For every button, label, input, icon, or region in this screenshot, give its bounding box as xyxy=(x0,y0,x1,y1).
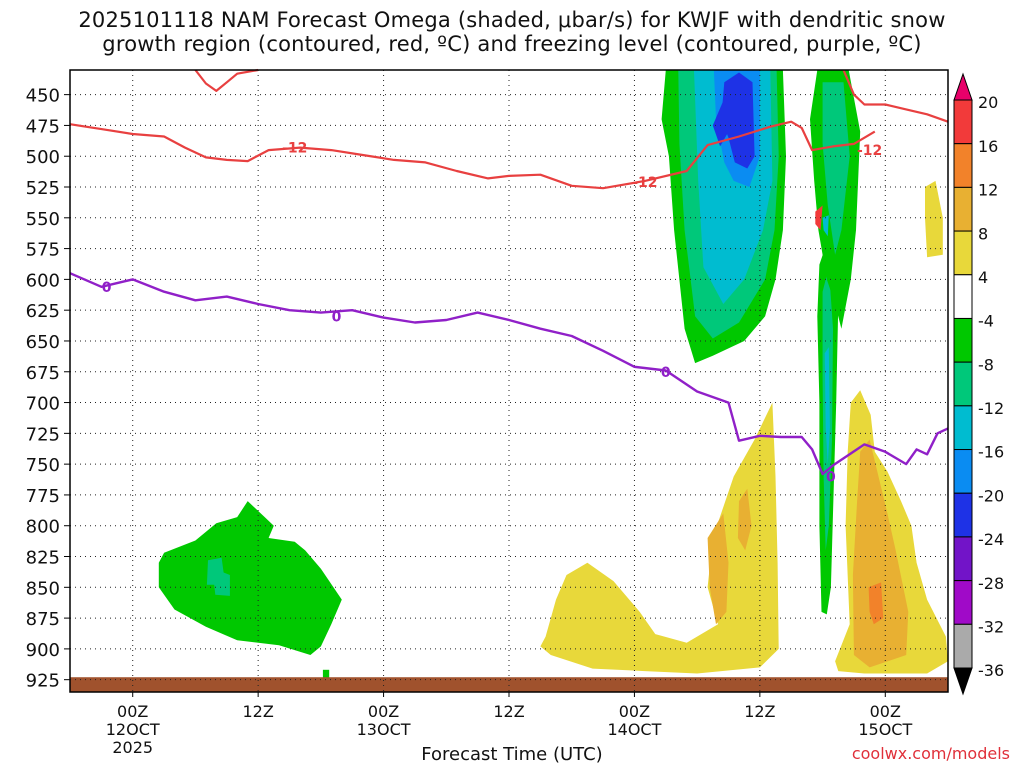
colorbar-label: -12 xyxy=(978,399,1004,418)
omega-region-yellow-4 xyxy=(852,439,909,668)
y-tick-label: 900 xyxy=(26,640,60,661)
colorbar-bin xyxy=(953,623,973,669)
y-tick-label: 625 xyxy=(26,301,60,322)
x-tick-label: 00Z xyxy=(870,702,901,721)
watermark: coolwx.com/models xyxy=(851,744,1010,763)
x-tick-label: 00Z xyxy=(619,702,650,721)
y-tick-label: 800 xyxy=(26,517,60,538)
omega-region-red-dot xyxy=(815,205,823,231)
omega-region-plume-right-cyan xyxy=(822,215,829,237)
colorbar-bin xyxy=(953,186,973,232)
freezing-level-contour xyxy=(69,272,949,476)
y-tick-label: 825 xyxy=(26,548,60,569)
x-tick-label: 12Z xyxy=(242,702,273,721)
y-tick-label: 600 xyxy=(26,270,60,291)
y-tick-label: 725 xyxy=(26,424,60,445)
y-tick-label: 850 xyxy=(26,578,60,599)
shaded-omega-layer xyxy=(70,70,948,692)
omega-region-yellow-small-right xyxy=(925,180,943,258)
omega-region-teal-left xyxy=(206,557,230,596)
colorbar-label: -16 xyxy=(978,443,1004,462)
y-tick-label: 675 xyxy=(26,363,60,384)
dgz-contour-upper xyxy=(69,120,876,190)
colorbar-bin xyxy=(953,405,973,451)
x-tick-label: 12Z xyxy=(744,702,775,721)
colorbar-label: -36 xyxy=(978,661,1004,680)
colorbar-label: -28 xyxy=(978,574,1004,593)
colorbar-bin xyxy=(953,143,973,188)
colorbar-bin xyxy=(953,274,973,319)
x-tick-label: 2025 xyxy=(112,738,153,757)
freezing-label-1: 0 xyxy=(102,280,112,296)
y-tick-label: 450 xyxy=(26,86,60,107)
gridlines xyxy=(70,70,948,692)
dgz-contour-lower xyxy=(194,68,259,92)
chart-title-line2: growth region (contoured, red, ºC) and f… xyxy=(102,32,922,56)
omega-region-orange xyxy=(868,582,884,625)
colorbar-bin xyxy=(953,99,973,145)
colorbar-label: -4 xyxy=(978,312,994,331)
omega-region-plume-right-teal xyxy=(822,82,850,255)
freezing-label-2: 0 xyxy=(332,309,342,325)
colorbar-bin xyxy=(953,449,973,494)
colorbar-bottom-arrow xyxy=(953,667,973,696)
x-tick-label: 00Z xyxy=(368,702,399,721)
colorbar: 20 16 12 8 4 -4 -8 -12 -16 -20 -24 -28 -32 -36 xyxy=(953,72,1004,696)
x-tick-label: 12OCT xyxy=(106,720,160,739)
x-tick-label: 12Z xyxy=(493,702,524,721)
colorbar-label: 8 xyxy=(978,224,988,243)
colorbar-bin xyxy=(953,580,973,625)
y-tick-label: 650 xyxy=(26,332,60,353)
freezing-label-4: 0 xyxy=(826,469,836,485)
colorbar-label: -8 xyxy=(978,355,994,374)
y-tick-label: 700 xyxy=(26,394,60,415)
y-tick-label: 775 xyxy=(26,486,60,507)
colorbar-label: 20 xyxy=(978,93,998,112)
dgz-contour-right xyxy=(842,69,949,123)
colorbar-bin xyxy=(953,361,973,407)
colorbar-label: 16 xyxy=(978,137,998,156)
omega-region-yellow-2b xyxy=(737,488,752,551)
x-tick-label: 00Z xyxy=(117,702,148,721)
y-tick-label: 475 xyxy=(26,116,60,137)
colorbar-label: -32 xyxy=(978,617,1004,636)
omega-region-green-left xyxy=(158,501,342,655)
omega-region-plume-main-blue2 xyxy=(712,100,729,147)
colorbar-bin xyxy=(953,317,973,363)
omega-region-plume-main-blue xyxy=(721,72,755,169)
dgz-label-upper: -12 xyxy=(282,141,307,157)
dgz-label-lower: -12 xyxy=(632,175,657,191)
terrain-ground xyxy=(70,677,948,692)
colorbar-top-arrow xyxy=(953,72,973,101)
x-axis-label: Forecast Time (UTC) xyxy=(421,744,603,765)
colorbar-bin xyxy=(953,230,973,276)
y-tick-label: 500 xyxy=(26,147,60,168)
x-tick-label: 14OCT xyxy=(607,720,661,739)
colorbar-bin xyxy=(953,536,973,582)
omega-region-plume-narrow-cyan xyxy=(824,347,830,465)
omega-region-yellow-2 xyxy=(707,513,729,625)
y-tick-label: 575 xyxy=(26,240,60,261)
dgz-label-right: -12 xyxy=(857,143,882,159)
chart-title-line1: 2025101118 NAM Forecast Omega (shaded, μ… xyxy=(78,8,946,32)
colorbar-bin xyxy=(953,492,973,538)
y-tick-label: 550 xyxy=(26,209,60,230)
colorbar-label: 12 xyxy=(978,181,998,200)
colorbar-label: 4 xyxy=(978,268,988,287)
freezing-label-3: 0 xyxy=(661,365,671,381)
y-tick-label: 925 xyxy=(26,671,60,692)
x-tick-label: 15OCT xyxy=(858,720,912,739)
y-tick-label: 750 xyxy=(26,455,60,476)
x-tick-label: 13OCT xyxy=(357,720,411,739)
y-tick-label: 525 xyxy=(26,178,60,199)
colorbar-label: -24 xyxy=(978,530,1004,549)
colorbar-label: -20 xyxy=(978,486,1004,505)
y-tick-label: 875 xyxy=(26,609,60,630)
